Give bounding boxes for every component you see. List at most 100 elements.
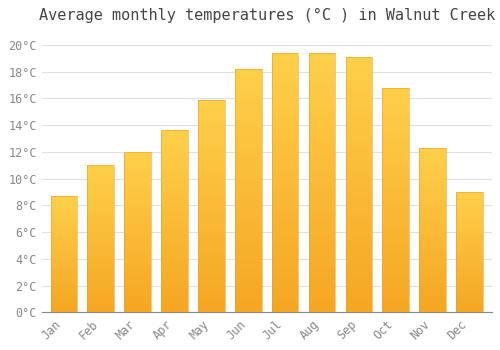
Bar — [235, 274, 262, 278]
Bar — [456, 192, 483, 313]
Bar — [346, 195, 372, 200]
Bar — [308, 94, 336, 100]
Bar — [161, 280, 188, 284]
Bar — [161, 134, 188, 138]
Bar — [161, 229, 188, 232]
Bar — [88, 280, 114, 283]
Bar — [88, 254, 114, 257]
Bar — [50, 210, 77, 212]
Bar — [50, 205, 77, 208]
Bar — [382, 119, 409, 124]
Bar — [456, 197, 483, 199]
Bar — [456, 281, 483, 284]
Bar — [382, 205, 409, 209]
Bar — [308, 152, 336, 157]
Bar — [272, 110, 298, 115]
Bar — [420, 240, 446, 243]
Bar — [161, 247, 188, 251]
Bar — [346, 174, 372, 180]
Bar — [161, 225, 188, 229]
Bar — [456, 250, 483, 252]
Bar — [308, 240, 336, 245]
Bar — [198, 274, 224, 279]
Bar — [272, 89, 298, 94]
Bar — [308, 193, 336, 198]
Bar — [235, 93, 262, 98]
Bar — [50, 299, 77, 301]
Bar — [161, 236, 188, 240]
Bar — [198, 270, 224, 274]
Bar — [456, 195, 483, 197]
Bar — [456, 252, 483, 255]
Bar — [456, 274, 483, 276]
Bar — [88, 192, 114, 195]
Bar — [272, 79, 298, 84]
Bar — [235, 298, 262, 303]
Bar — [382, 155, 409, 160]
Bar — [50, 254, 77, 257]
Bar — [382, 223, 409, 227]
Bar — [456, 269, 483, 272]
Bar — [308, 287, 336, 292]
Bar — [124, 255, 151, 258]
Bar — [456, 192, 483, 195]
Bar — [161, 141, 188, 145]
Bar — [88, 189, 114, 192]
Bar — [420, 187, 446, 191]
Bar — [308, 136, 336, 141]
Bar — [456, 305, 483, 308]
Bar — [198, 308, 224, 313]
Bar — [235, 196, 262, 201]
Bar — [272, 203, 298, 209]
Bar — [88, 236, 114, 239]
Bar — [308, 79, 336, 84]
Bar — [456, 284, 483, 286]
Bar — [346, 67, 372, 72]
Bar — [272, 292, 298, 297]
Bar — [272, 183, 298, 188]
Bar — [382, 150, 409, 155]
Bar — [198, 151, 224, 155]
Bar — [272, 157, 298, 162]
Bar — [161, 185, 188, 189]
Bar — [235, 259, 262, 264]
Bar — [272, 234, 298, 240]
Bar — [308, 120, 336, 126]
Bar — [235, 89, 262, 93]
Bar — [235, 283, 262, 288]
Bar — [88, 212, 114, 215]
Bar — [272, 281, 298, 287]
Bar — [88, 183, 114, 186]
Bar — [308, 297, 336, 302]
Bar — [50, 198, 77, 201]
Bar — [382, 245, 409, 250]
Bar — [235, 147, 262, 152]
Bar — [420, 194, 446, 197]
Bar — [88, 309, 114, 313]
Bar — [88, 307, 114, 309]
Bar — [124, 187, 151, 190]
Bar — [420, 280, 446, 283]
Bar — [308, 84, 336, 89]
Bar — [124, 290, 151, 293]
Bar — [346, 83, 372, 88]
Bar — [50, 203, 77, 205]
Bar — [272, 126, 298, 131]
Bar — [198, 117, 224, 121]
Bar — [308, 292, 336, 297]
Bar — [161, 149, 188, 152]
Bar — [382, 272, 409, 276]
Bar — [346, 72, 372, 77]
Bar — [124, 300, 151, 303]
Bar — [124, 219, 151, 223]
Bar — [308, 209, 336, 214]
Bar — [456, 303, 483, 305]
Bar — [124, 267, 151, 271]
Bar — [456, 257, 483, 259]
Bar — [50, 278, 77, 280]
Bar — [346, 93, 372, 98]
Bar — [235, 84, 262, 89]
Bar — [382, 106, 409, 110]
Bar — [161, 240, 188, 243]
Bar — [88, 277, 114, 280]
